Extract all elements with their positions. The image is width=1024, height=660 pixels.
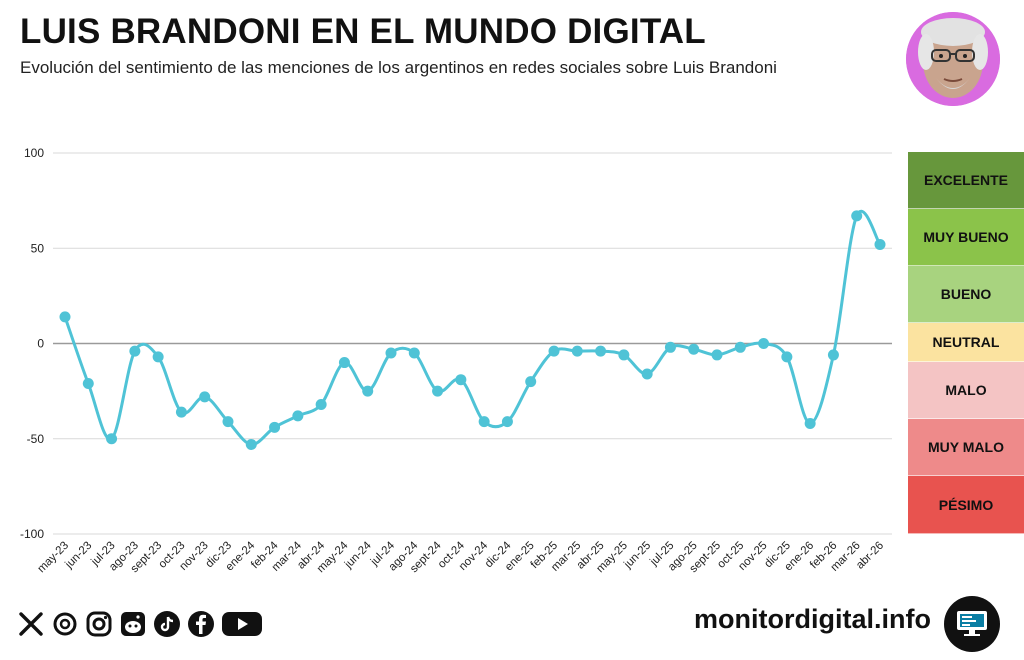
- site-url[interactable]: monitordigital.info: [694, 604, 931, 634]
- data-point-ago-25: [688, 343, 700, 355]
- data-point-sept-25: [711, 349, 723, 361]
- data-point-may-23: [59, 311, 71, 323]
- legend-band-muy-malo: MUY MALO: [908, 419, 1024, 476]
- data-point-jul-25: [664, 341, 676, 353]
- y-axis-ticks: 100 50 0 -50 -100: [20, 146, 44, 541]
- avatar: [906, 12, 1000, 106]
- data-point-jul-23: [106, 433, 118, 445]
- data-point-nov-25: [758, 338, 770, 349]
- data-point-oct-25: [734, 341, 746, 353]
- data-point-dic-25: [781, 351, 793, 363]
- reddit-icon[interactable]: [118, 609, 148, 639]
- x-icon[interactable]: [16, 609, 46, 639]
- data-point-dic-23: [222, 416, 234, 428]
- y-tick-label: 100: [24, 146, 44, 160]
- data-point-sept-23: [152, 351, 164, 363]
- legend-band-muy-bueno: MUY BUENO: [908, 209, 1024, 266]
- chart-title: LUIS BRANDONI EN EL MUNDO DIGITAL: [20, 12, 706, 51]
- data-point-feb-24: [269, 421, 281, 433]
- data-point-jun-23: [82, 378, 94, 390]
- instagram-icon[interactable]: [84, 609, 114, 639]
- data-point-oct-24: [455, 374, 467, 386]
- data-point-abr-25: [595, 345, 607, 357]
- data-point-abr-26: [874, 238, 886, 250]
- x-tick-label: may-23: [36, 540, 72, 576]
- social-icons: [16, 606, 264, 642]
- portrait-image: [906, 12, 1000, 106]
- x-axis-ticks: may-23jun-23jul-23ago-23sept-23oct-23nov…: [36, 539, 887, 575]
- data-point-nov-23: [199, 391, 211, 403]
- data-point-oct-23: [175, 406, 187, 418]
- data-point-may-24: [338, 357, 350, 369]
- facebook-icon[interactable]: [186, 609, 216, 639]
- data-point-jun-25: [641, 368, 653, 380]
- data-point-dic-24: [501, 416, 513, 428]
- chart-subtitle: Evolución del sentimiento de las mencion…: [20, 58, 777, 77]
- data-point-ene-26: [804, 418, 816, 430]
- y-tick-label: 0: [37, 337, 44, 351]
- youtube-icon[interactable]: [220, 609, 264, 639]
- threads-icon[interactable]: [50, 609, 80, 639]
- data-point-jul-24: [385, 347, 397, 359]
- data-point-abr-24: [315, 398, 327, 410]
- data-point-ene-24: [245, 438, 257, 450]
- y-tick-label: -50: [27, 432, 45, 446]
- sentiment-series-line: [63, 209, 882, 446]
- monitor-logo-icon: [944, 596, 1000, 652]
- y-tick-label: -100: [20, 527, 44, 541]
- data-point-feb-26: [827, 349, 839, 361]
- data-point-jun-24: [362, 385, 374, 397]
- data-point-ago-23: [129, 345, 141, 357]
- data-point-mar-25: [571, 345, 583, 357]
- y-tick-label: 50: [31, 241, 45, 255]
- sentiment-scale-legend: EXCELENTE MUY BUENO BUENO NEUTRAL MALO MUY MA…: [908, 152, 1024, 534]
- data-point-ene-25: [525, 376, 537, 388]
- data-points: [59, 210, 886, 450]
- tiktok-icon[interactable]: [152, 609, 182, 639]
- legend-band-p-simo: PÉSIMO: [908, 476, 1024, 534]
- sentiment-line-chart: 100 50 0 -50 -100 may-23jun-23jul-23ago-23se…: [20, 146, 892, 575]
- legend-band-neutral: NEUTRAL: [908, 323, 1024, 362]
- legend-band-bueno: BUENO: [908, 266, 1024, 323]
- data-point-ago-24: [408, 347, 420, 359]
- data-point-nov-24: [478, 416, 490, 428]
- data-point-may-25: [618, 349, 630, 361]
- data-point-feb-25: [548, 345, 560, 357]
- data-point-sept-24: [432, 385, 444, 397]
- data-point-mar-24: [292, 410, 304, 422]
- legend-band-malo: MALO: [908, 362, 1024, 419]
- legend-band-excelente: EXCELENTE: [908, 152, 1024, 209]
- data-point-mar-26: [851, 210, 863, 222]
- x-tick-label: jun-24: [342, 539, 374, 571]
